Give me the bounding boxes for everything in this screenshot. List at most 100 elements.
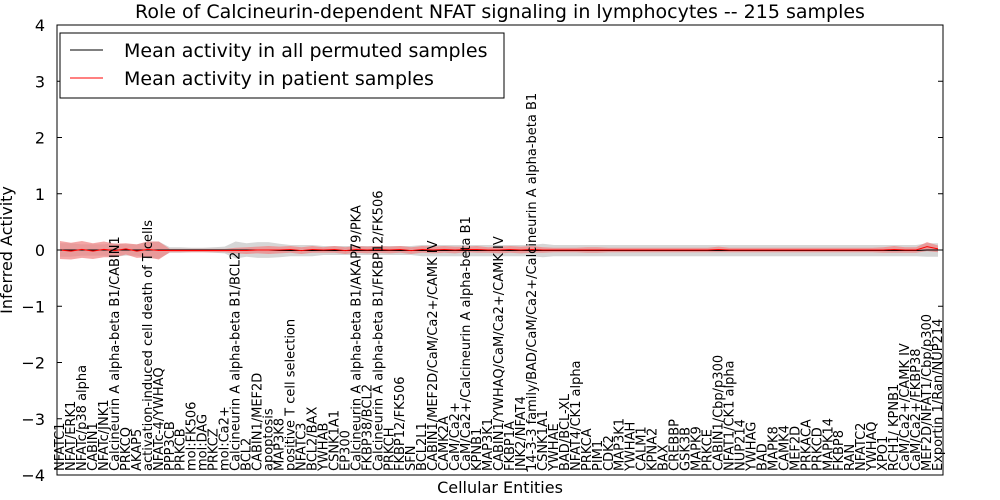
x-category-label: YWHAH: [624, 422, 639, 472]
x-category-label: CABIN1/Cbp/p300: [712, 355, 727, 471]
y-tick-label: 0: [35, 241, 45, 260]
x-category-label: CREBBP: [668, 419, 683, 471]
x-category-label: YWHAB: [316, 423, 331, 472]
x-category-label: Calcineurin A alpha-beta B1/BCL2: [229, 252, 244, 471]
x-category-label: CDK2: [602, 435, 617, 471]
x-category-label: CABIN1/MEF2D/CaM/Ca2+/CAMK IV: [426, 240, 441, 471]
x-category-label: Calcineurin A alpha-beta B1/CABIN1: [108, 236, 123, 471]
x-category-label: PRKACA: [799, 419, 814, 471]
x-category-label: PRKCZ: [207, 428, 222, 471]
x-category-label: Calcineurin A alpha-beta B1/AKAP79/PKA: [349, 205, 364, 471]
x-category-label: positive T cell selection: [283, 319, 298, 471]
legend-box: [59, 32, 505, 99]
x-category-label: CaM/Ca2+: [448, 402, 463, 471]
x-category-label: FKBP12/FK506: [393, 377, 408, 472]
x-category-label: MAPK9: [690, 426, 705, 471]
x-category-label: MEF2D/NFAT1/Cbp/p300: [920, 314, 935, 471]
x-category-label: YWHAQ: [865, 422, 880, 472]
x-category-label: NFATC2: [854, 423, 869, 471]
legend-label-patient: Mean activity in patient samples: [124, 68, 434, 90]
x-category-label: 14-3-3 family/BAD/CaM/Ca2+/Calcineurin A…: [525, 93, 540, 471]
x-category-label: CABIN1: [86, 422, 101, 471]
x-category-label: NFATc/JNK1: [97, 399, 112, 471]
x-category-label: BCL2L1: [415, 422, 430, 471]
x-category-label: CAMK4: [777, 425, 792, 471]
x-category-label: NFAT/ERK1: [64, 401, 79, 471]
x-category-label: FKBP8: [832, 430, 847, 471]
x-category-label: Exportin 1/Ran/NUP214: [931, 319, 946, 471]
x-category-label: BAD/BCL-XL: [558, 393, 573, 471]
x-category-label: FKBP38/BCL2: [360, 384, 375, 471]
x-axis-label: Cellular Entities: [437, 478, 563, 497]
x-category-label: MAPK14: [821, 418, 836, 471]
x-category-label: NFATc/p38 alpha: [75, 365, 90, 471]
x-category-label: CABIN1/YWHAQ/CaM/Ca2+/CAMK IV: [492, 236, 507, 471]
x-category-label: mol:FK506: [185, 402, 200, 471]
x-category-label: MAP3K1: [613, 418, 628, 471]
x-category-label: GSK3B: [679, 427, 694, 471]
x-category-label: CaM/Ca2+/FKBP38: [909, 348, 924, 471]
x-category-label: EP300: [338, 430, 353, 471]
x-category-label: MAPK8: [766, 426, 781, 471]
x-category-label: mol:Ca2+: [218, 406, 233, 471]
x-category-label: NFAT4/CK1 alpha: [569, 360, 584, 471]
x-category-label: RAN: [843, 444, 858, 471]
x-category-label: PPP3CB: [163, 421, 178, 471]
x-category-label: JNK2/NFAT4: [514, 396, 529, 472]
y-tick-label: −2: [21, 354, 45, 373]
x-category-label: CALM1: [635, 426, 650, 471]
x-category-label: CSNK1A1: [327, 410, 342, 471]
x-category-label: BCL2: [240, 438, 255, 471]
x-category-label: CSNK1A1: [536, 410, 551, 471]
x-category-label: MAP3K8: [273, 418, 288, 471]
x-category-label: PIM1: [591, 440, 606, 471]
x-category-label: XPO1: [876, 436, 891, 471]
x-category-label: mol:DAG: [196, 414, 211, 471]
x-category-label: NFATc-4/YWHAQ: [152, 367, 167, 471]
x-category-label: PRKCA: [580, 428, 595, 471]
x-category-label: CaM/Ca2+/CAMK IV: [898, 343, 913, 471]
y-tick-label: 2: [35, 129, 45, 148]
x-category-label: PRKCD: [810, 427, 825, 471]
y-tick-label: 3: [35, 72, 45, 91]
x-category-label: YWHAE: [547, 423, 562, 472]
x-category-label: apoptosis: [262, 408, 277, 471]
legend: Mean activity in all permuted samples Me…: [59, 32, 505, 99]
x-category-label: BAX: [657, 444, 672, 471]
x-category-label: activation-induced cell death of T cells: [141, 220, 156, 471]
x-category-label: YWHAG: [744, 422, 759, 472]
series-lines: [59, 246, 939, 252]
x-category-label: CAMK2A: [437, 416, 452, 471]
plot-area-frame: [56, 24, 944, 476]
x-category-label: PRKCB: [174, 428, 189, 471]
y-tick-label: −1: [21, 297, 45, 316]
y-tick-label: 1: [35, 185, 45, 204]
x-category-label: AKAP5: [130, 429, 145, 471]
x-category-label: NUP214: [733, 419, 748, 471]
x-category-label: FKBP1A: [503, 421, 518, 471]
x-category-label: MAP3K1: [481, 418, 496, 471]
x-category-label: BAD: [755, 443, 770, 471]
y-tick-label: −3: [21, 410, 45, 429]
x-category-label: KPNB1: [470, 428, 485, 471]
x-category-label: KPNA2: [646, 428, 661, 471]
chart-title: Role of Calcineurin-dependent NFAT signa…: [135, 1, 865, 23]
legend-label-permuted: Mean activity in all permuted samples: [124, 40, 487, 62]
x-category-label: BCL2/BAX: [305, 407, 320, 471]
x-category-label: MEF2D: [788, 426, 803, 471]
x-category-label: CABIN1/MEF2D: [251, 373, 266, 471]
x-category-label: PRKCQ: [119, 427, 134, 471]
y-axis-ticks: 4 3 2 1 0 −1 −2 −3 −4: [21, 16, 943, 485]
patient-mean-line: [59, 246, 939, 252]
y-tick-label: 4: [35, 16, 45, 35]
x-category-label: NFAT1/CK1 alpha: [722, 360, 737, 471]
x-category-label: SFN: [404, 446, 419, 471]
y-axis-label: Inferred Activity: [0, 186, 16, 314]
permuted-mean-line: [60, 249, 938, 252]
y-tick-label: −4: [21, 466, 45, 485]
x-category-label: RCH1/ KPNB1: [887, 384, 902, 471]
x-category-label: CaM/Ca2+/Calcineurin A alpha-beta B1: [459, 216, 474, 471]
x-category-label: NFATC3: [294, 423, 309, 471]
